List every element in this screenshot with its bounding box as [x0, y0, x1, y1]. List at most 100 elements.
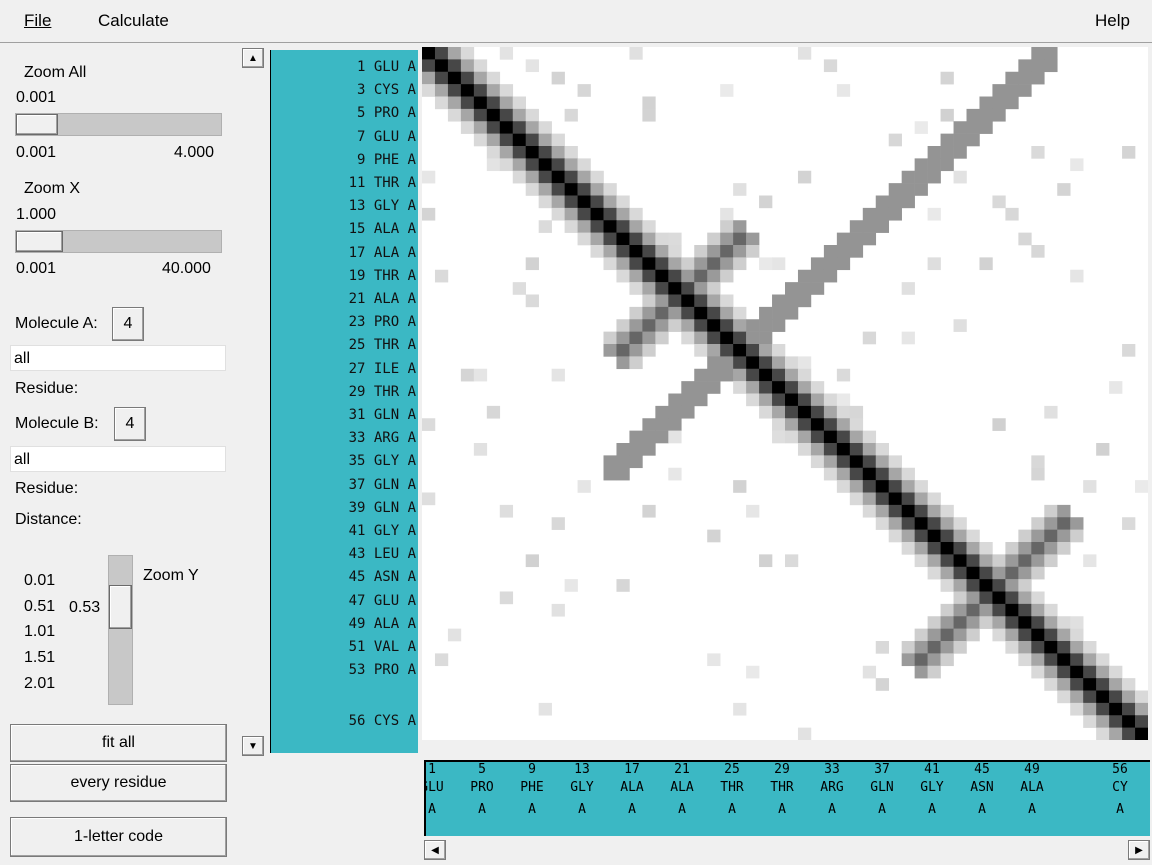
zoom-y-thumb[interactable]: [109, 585, 132, 629]
contact-cell: [940, 71, 954, 85]
molecule-b-button[interactable]: 4: [114, 407, 146, 441]
contact-cell: [733, 319, 747, 332]
contact-cell: [1005, 603, 1019, 617]
zoom-y-tick: 0.51: [24, 598, 56, 615]
menu-calculate[interactable]: Calculate: [98, 11, 169, 31]
contact-cell: [759, 319, 773, 332]
contact-cell: [707, 294, 721, 308]
contact-cell: [888, 455, 902, 469]
contact-cell: [875, 207, 890, 221]
contact-cell: [616, 356, 630, 370]
contact-cell: [927, 665, 941, 679]
contact-cell: [668, 232, 682, 246]
contact-cell: [642, 319, 656, 332]
contact-cell: [979, 121, 993, 134]
contact-cell: [512, 146, 527, 159]
scroll-up-arrow-icon[interactable]: ▲: [242, 48, 264, 68]
menu-help[interactable]: Help: [1095, 11, 1130, 31]
contact-cell: [616, 245, 630, 258]
contact-cell: [447, 628, 462, 642]
contact-cell: [836, 430, 851, 444]
zoom-all-slider[interactable]: [15, 113, 222, 136]
contact-cell: [759, 257, 773, 271]
scroll-right-arrow-icon[interactable]: ▶: [1128, 840, 1150, 860]
molecule-a-button[interactable]: 4: [112, 307, 144, 341]
contact-cell: [940, 566, 954, 580]
contact-cell: [629, 282, 643, 295]
contact-cell: [1044, 529, 1058, 543]
contact-cell: [901, 542, 915, 555]
zoom-y-slider[interactable]: [108, 555, 133, 705]
one-letter-code-button[interactable]: 1-letter code: [10, 817, 227, 857]
contact-cell: [629, 220, 643, 233]
column-label: 33 ARG A: [812, 762, 852, 824]
scroll-down-arrow-icon[interactable]: ▼: [242, 736, 264, 756]
contact-cell: [746, 232, 760, 246]
zoom-all-thumb[interactable]: [16, 114, 58, 135]
contact-cell: [1044, 59, 1058, 73]
contact-cell: [862, 455, 877, 469]
contact-cell: [1096, 678, 1110, 691]
contact-cell: [486, 121, 501, 134]
contact-cell: [707, 344, 721, 357]
contact-cell: [1057, 542, 1071, 555]
contact-cell: [603, 245, 617, 258]
contact-cell: [966, 554, 980, 568]
contact-cell: [1031, 566, 1045, 580]
menu-file[interactable]: File: [24, 11, 51, 31]
contact-cell: [875, 492, 890, 506]
contact-cell: [447, 59, 462, 73]
contact-cell: [927, 207, 941, 221]
column-label: 17 ALA A: [612, 762, 652, 824]
contact-cell: [616, 195, 630, 209]
contact-cell: [862, 443, 877, 456]
contact-cell: [759, 306, 773, 320]
contact-cell: [966, 591, 980, 605]
scroll-left-arrow-icon[interactable]: ◀: [424, 840, 446, 860]
contact-cell: [473, 443, 488, 456]
contact-cell: [603, 183, 617, 196]
contact-cell: [940, 554, 954, 568]
contact-cell: [785, 405, 799, 419]
contact-cell: [616, 220, 630, 233]
fit-all-button[interactable]: fit all: [10, 724, 227, 762]
contact-cell: [1070, 269, 1084, 283]
column-label-chain: A: [578, 802, 586, 817]
every-residue-button[interactable]: every residue: [10, 764, 227, 802]
contact-cell: [525, 121, 539, 134]
contact-cell: [927, 653, 941, 667]
contact-cell: [810, 443, 825, 456]
contact-cell: [940, 616, 954, 629]
contact-cell: [668, 306, 682, 320]
contact-cell: [953, 121, 967, 134]
contact-map[interactable]: [422, 47, 1148, 740]
contact-cell: [888, 504, 902, 518]
contact-cell: [1057, 641, 1071, 654]
contact-cell: [642, 282, 656, 295]
contact-cell: [797, 294, 812, 308]
contact-cell: [1031, 665, 1045, 679]
zoom-all-max: 4.000: [174, 144, 215, 161]
contact-cell: [914, 158, 928, 172]
contact-cell: [616, 269, 630, 283]
molecule-b-field[interactable]: all: [10, 446, 226, 472]
column-label: 25 THR A: [712, 762, 752, 824]
contact-cell: [992, 554, 1006, 568]
contact-cell: [927, 542, 941, 555]
zoom-x-slider[interactable]: [15, 230, 222, 253]
column-label-chain: A: [628, 802, 636, 817]
contact-cell: [733, 245, 747, 258]
contact-cell: [810, 257, 825, 271]
column-label-res: GLY: [570, 780, 594, 795]
contact-cell: [447, 108, 462, 122]
contact-cell: [849, 492, 864, 506]
row-label: 45 ASN A: [348, 569, 416, 586]
column-label-chain: A: [678, 802, 686, 817]
contact-cell: [422, 492, 436, 506]
contact-cell: [979, 566, 993, 580]
zoom-x-thumb[interactable]: [16, 231, 63, 252]
contact-cell: [460, 368, 475, 382]
molecule-a-field[interactable]: all: [10, 345, 226, 371]
contact-cell: [1031, 47, 1045, 60]
contact-cell: [862, 220, 877, 233]
